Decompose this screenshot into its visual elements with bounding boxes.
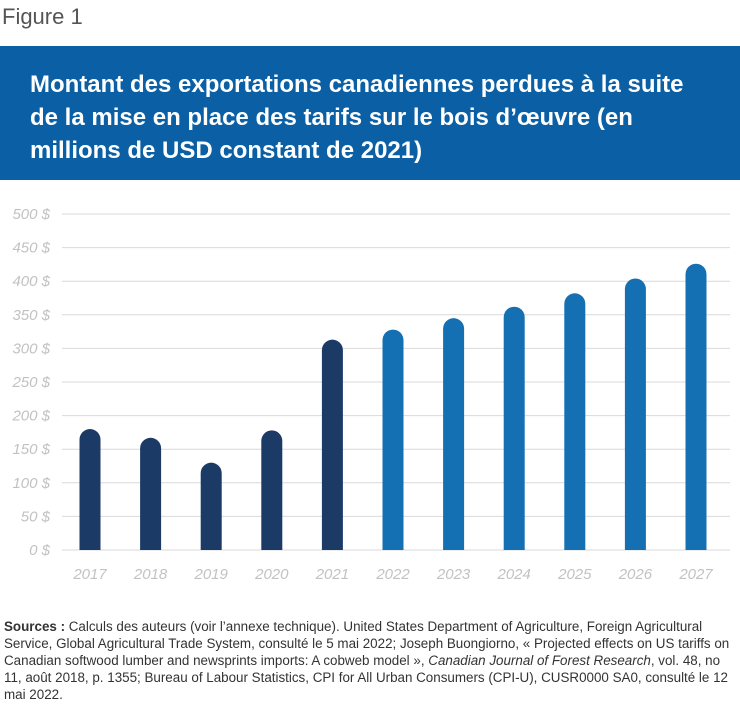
- y-tick-label: 300 $: [12, 340, 50, 357]
- x-tick-label: 2022: [375, 566, 410, 583]
- y-tick-label: 450 $: [12, 240, 50, 257]
- bar-2023: [443, 318, 465, 550]
- sources-note: Sources : Calculs des auteurs (voir l’an…: [4, 618, 734, 703]
- bar-2027: [685, 263, 707, 550]
- y-tick-label: 100 $: [12, 475, 50, 492]
- bar-2019: [200, 462, 222, 550]
- bar-2020: [261, 430, 283, 550]
- bar-2026: [624, 278, 646, 550]
- bar-2024: [503, 306, 525, 550]
- chart-area: 0 $ 50 $ 100 $ 150 $ 200 $ 250 $ 300 $ 350 $ 400…: [0, 198, 740, 590]
- bar-chart: 0 $ 50 $ 100 $ 150 $ 200 $ 250 $ 300 $ 350 $ 400…: [11, 206, 730, 583]
- y-tick-label: 0 $: [29, 542, 51, 559]
- x-tick-label: 2026: [618, 566, 653, 583]
- y-tick-label: 350 $: [12, 307, 50, 324]
- bar-2018: [140, 437, 162, 550]
- bar-2021: [321, 339, 343, 550]
- sources-text-2: , vol. 48, no 11, août 2018, p. 1355; Bu…: [4, 653, 728, 702]
- bar-2017: [79, 429, 101, 550]
- figure-label: Figure 1: [2, 4, 83, 29]
- chart-title: Montant des exportations canadiennes per…: [30, 71, 684, 164]
- sources-text-1: Calculs des auteurs (voir l’annexe techn…: [4, 619, 730, 668]
- x-tick-label: 2025: [557, 566, 592, 583]
- x-tick-label: 2019: [194, 566, 229, 583]
- y-tick-label: 50 $: [21, 508, 51, 525]
- x-tick-label: 2018: [133, 566, 168, 583]
- y-tick-label: 150 $: [12, 441, 50, 458]
- x-tick-label: 2020: [254, 566, 289, 583]
- x-tick-label: 2021: [315, 566, 349, 583]
- sources-journal: Canadian Journal of Forest Research: [428, 653, 651, 668]
- sources-label: Sources :: [4, 619, 66, 634]
- y-tick-label: 200 $: [11, 408, 50, 425]
- bar-2025: [564, 293, 586, 550]
- x-tick-label: 2027: [678, 566, 713, 583]
- y-tick-label: 250 $: [11, 374, 50, 391]
- x-tick-label: 2024: [497, 566, 531, 583]
- x-tick-label: 2023: [436, 566, 471, 583]
- y-tick-label: 400 $: [12, 273, 50, 290]
- y-tick-label: 500 $: [12, 206, 50, 223]
- x-tick-label: 2017: [72, 566, 107, 583]
- title-banner: Montant des exportations canadiennes per…: [0, 46, 740, 180]
- bar-2022: [382, 329, 404, 550]
